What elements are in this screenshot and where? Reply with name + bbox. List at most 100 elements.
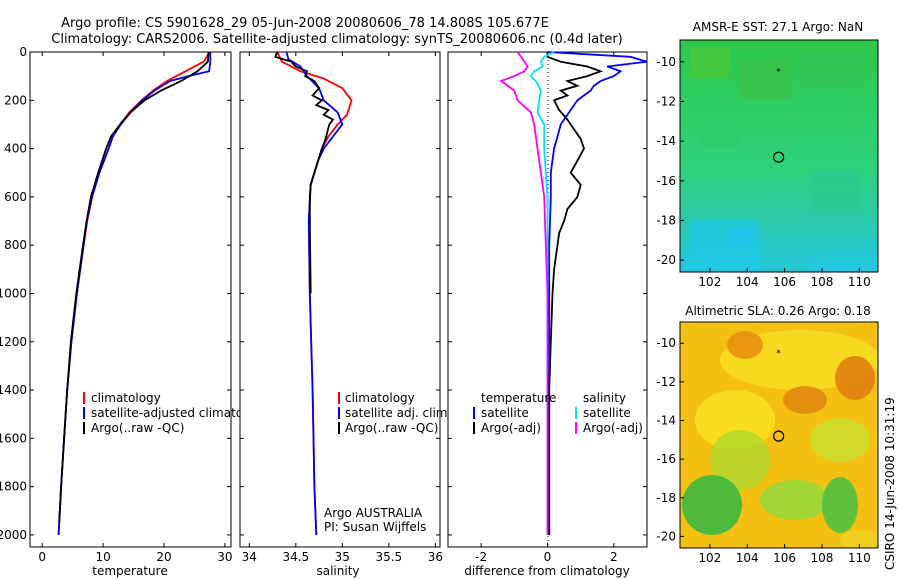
depth-tick-label-1800: 1800 bbox=[0, 480, 27, 494]
salinity-y-ticks bbox=[240, 51, 440, 536]
salinity-profile-xtick-label-35: 35 bbox=[335, 550, 350, 564]
difference-profile-line-s_argo bbox=[499, 51, 549, 535]
temperature-panel: 0 200 400 600 800 1000 1200 1400 1600 1800 2000 0 1… bbox=[0, 45, 261, 578]
temperature-legend-climatology: climatology bbox=[91, 391, 161, 405]
salinity-profile-xtick-label-35.5: 35.5 bbox=[375, 550, 402, 564]
figure-title-line1: Argo profile: CS 5901628_29 05-Jun-2008 … bbox=[61, 16, 549, 31]
temperature-x-ticks: 0 10 20 30 bbox=[38, 52, 233, 564]
salinity-legend: climatology satellite adj. clim. Argo(..… bbox=[338, 391, 451, 435]
sst-map-xtick-label-102: 102 bbox=[698, 275, 721, 289]
sst-map-xtick-label-110: 110 bbox=[848, 275, 871, 289]
sst-map-xtick-label-104: 104 bbox=[736, 275, 759, 289]
sla-map-frame bbox=[679, 321, 879, 549]
sst-map-previous-position-marker: * bbox=[776, 68, 781, 78]
sla-map-xtick-label-104: 104 bbox=[736, 551, 759, 565]
temperature-profile-xtick-label-0: 0 bbox=[38, 550, 46, 564]
depth-tick-label-600: 600 bbox=[4, 190, 27, 204]
temperature-xlabel: temperature bbox=[92, 564, 167, 578]
sst-map-ticks: 102 104 106 108 110 -10 -12 -14 -16 -18 -20 bbox=[656, 55, 870, 289]
sst-map-float-markers: * bbox=[773, 68, 785, 163]
salinity-lines bbox=[274, 51, 353, 535]
salinity-legend-argo: Argo(..raw -QC) bbox=[345, 421, 438, 435]
temperature-profile-line-argo bbox=[58, 51, 210, 523]
depth-tick-label-1000: 1000 bbox=[0, 286, 27, 300]
depth-tick-label-1600: 1600 bbox=[0, 431, 27, 445]
difference-y-ticks bbox=[448, 51, 647, 536]
salinity-profile-xtick-label-34.5: 34.5 bbox=[282, 550, 309, 564]
difference-profile-xtick-label-0: 0 bbox=[544, 550, 552, 564]
temperature-axes-frame bbox=[29, 51, 232, 548]
sla-map-xtick-label-102: 102 bbox=[698, 551, 721, 565]
salinity-profile-xtick-label-34: 34 bbox=[242, 550, 257, 564]
salinity-legend-climatology: climatology bbox=[345, 391, 415, 405]
sst-map-title: AMSR-E SST: 27.1 Argo: NaN bbox=[693, 20, 863, 34]
sst-map-ytick-label--18: -18 bbox=[656, 213, 676, 227]
salinity-xlabel: salinity bbox=[316, 564, 359, 578]
difference-lines bbox=[499, 51, 648, 535]
temperature-legend-argo: Argo(..raw -QC) bbox=[91, 421, 184, 435]
sla-map-ytick-label--20: -20 bbox=[656, 529, 676, 543]
sla-map-title: Altimetric SLA: 0.26 Argo: 0.18 bbox=[685, 304, 870, 318]
difference-legend-temperature-header: temperature bbox=[481, 391, 556, 405]
depth-tick-label-2000: 2000 bbox=[0, 528, 27, 542]
figure-title-line2: Climatology: CARS2006. Satellite-adjuste… bbox=[51, 32, 623, 47]
sla-map-field bbox=[680, 322, 878, 548]
sla-map-ytick-label--18: -18 bbox=[656, 491, 676, 505]
sst-map-ytick-label--10: -10 bbox=[656, 55, 676, 69]
depth-tick-label-0: 0 bbox=[19, 45, 27, 59]
sst-map-frame bbox=[679, 39, 879, 273]
salinity-axes-frame bbox=[239, 51, 441, 548]
difference-profile-line-t_satellite bbox=[547, 51, 648, 535]
sst-map-panel: AMSR-E SST: 27.1 Argo: NaN 102 104 106 108 1… bbox=[656, 20, 879, 289]
sst-map-field bbox=[680, 40, 878, 272]
difference-profile-xtick-label--2: -2 bbox=[475, 550, 487, 564]
depth-tick-label-200: 200 bbox=[4, 93, 27, 107]
sst-map-ytick-label--14: -14 bbox=[656, 134, 676, 148]
sla-map-ytick-label--16: -16 bbox=[656, 452, 676, 466]
sst-map-ytick-label--12: -12 bbox=[656, 94, 676, 108]
temperature-legend: climatology satellite-adjusted climatolo… bbox=[83, 391, 261, 435]
sla-map-ytick-label--12: -12 bbox=[656, 375, 676, 389]
sla-map-ytick-label--14: -14 bbox=[656, 414, 676, 428]
salinity-x-ticks: 34 34.5 35 35.5 36 bbox=[242, 52, 443, 564]
temperature-y-ticks: 0 200 400 600 800 1000 1200 1400 1600 1800 2000 bbox=[0, 45, 231, 542]
temperature-lines bbox=[57, 51, 212, 535]
depth-tick-label-1400: 1400 bbox=[0, 383, 27, 397]
salinity-legend-satellite: satellite adj. clim. bbox=[345, 406, 451, 420]
sla-map-current-position-marker bbox=[773, 430, 785, 442]
sla-map-xtick-label-108: 108 bbox=[811, 551, 834, 565]
salinity-profile-line-argo bbox=[274, 51, 335, 294]
temperature-profile-xtick-label-30: 30 bbox=[217, 550, 232, 564]
difference-legend-s-satellite: satellite bbox=[583, 406, 631, 420]
sst-map-xtick-label-106: 106 bbox=[773, 275, 796, 289]
sla-map-float-markers: * bbox=[773, 349, 785, 442]
sla-map-panel: Altimetric SLA: 0.26 Argo: 0.18 102 104 10… bbox=[656, 304, 879, 565]
footer-stamp: CSIRO 14-Jun-2008 10:31:19 bbox=[883, 397, 897, 570]
depth-tick-label-1200: 1200 bbox=[0, 335, 27, 349]
sst-map-ytick-label--16: -16 bbox=[656, 174, 676, 188]
temperature-legend-satellite: satellite-adjusted climatolog bbox=[91, 406, 261, 420]
difference-profile-line-t_argo bbox=[546, 52, 604, 535]
salinity-annotation-institution: Argo AUSTRALIA bbox=[324, 506, 423, 520]
sla-map-xtick-label-110: 110 bbox=[848, 551, 871, 565]
sst-map-xtick-label-108: 108 bbox=[811, 275, 834, 289]
difference-xlabel: difference from climatology bbox=[464, 564, 630, 578]
sla-map-ytick-label--10: -10 bbox=[656, 336, 676, 350]
sla-map-previous-position-marker: * bbox=[776, 349, 781, 359]
difference-legend-salinity-header: salinity bbox=[583, 391, 626, 405]
difference-legend-t-satellite: satellite bbox=[481, 406, 529, 420]
salinity-panel: 34 34.5 35 35.5 36 salinity climatology sate… bbox=[239, 51, 451, 578]
sla-map-ticks: 102 104 106 108 110 -10 -12 -14 -16 -18 -20 bbox=[656, 336, 870, 565]
sla-map-xtick-label-106: 106 bbox=[773, 551, 796, 565]
difference-legend-s-argo: Argo(-adj) bbox=[583, 421, 643, 435]
sst-map-current-position-marker bbox=[773, 151, 785, 163]
depth-tick-label-400: 400 bbox=[4, 142, 27, 156]
difference-panel: -2 0 2 difference from climatology tempera… bbox=[447, 51, 648, 578]
salinity-profile-xtick-label-36: 36 bbox=[428, 550, 443, 564]
depth-tick-label-800: 800 bbox=[4, 238, 27, 252]
salinity-annotation-pi: PI: Susan Wijffels bbox=[324, 520, 426, 534]
difference-legend-t-argo: Argo(-adj) bbox=[481, 421, 541, 435]
difference-profile-line-s_satellite bbox=[529, 51, 555, 535]
sst-map-ytick-label--20: -20 bbox=[656, 253, 676, 267]
